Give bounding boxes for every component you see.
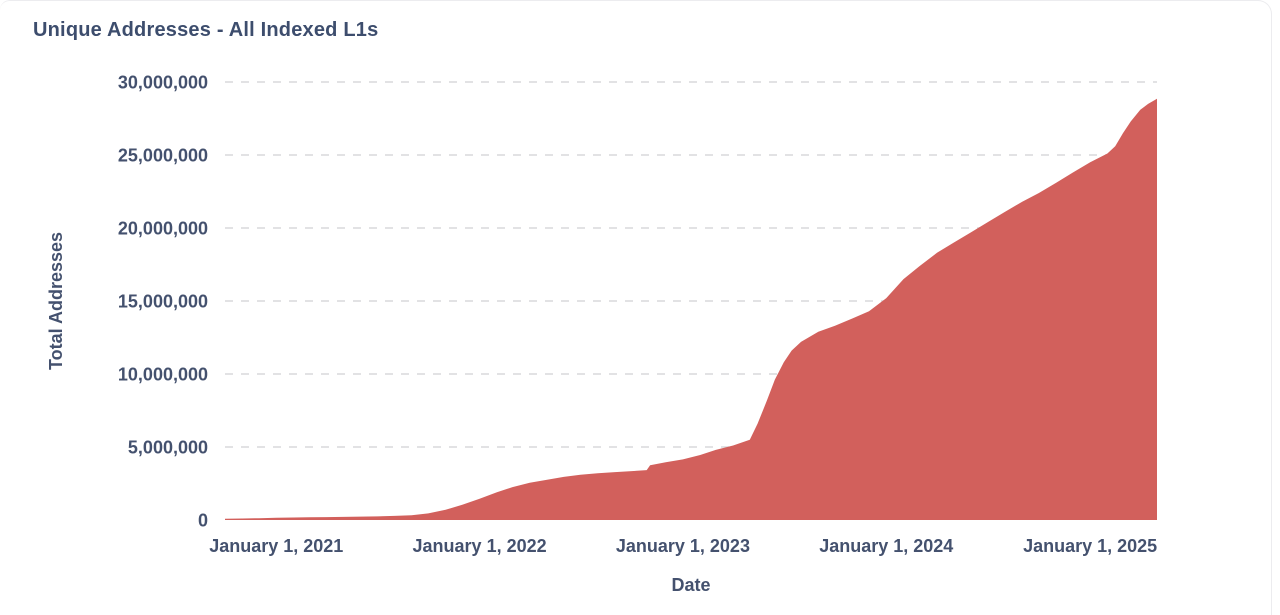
x-tick-label: January 1, 2025 [1023,536,1157,556]
y-tick-label: 10,000,000 [118,365,208,385]
x-axis-title: Date [671,575,710,595]
x-tick-label: January 1, 2024 [819,536,953,556]
y-tick-label: 15,000,000 [118,292,208,312]
y-tick-label: 25,000,000 [118,146,208,166]
x-tick-label: January 1, 2022 [413,536,547,556]
chart-title: Unique Addresses - All Indexed L1s [33,19,379,41]
y-tick-label: 5,000,000 [128,438,208,458]
y-tick-label: 20,000,000 [118,219,208,239]
y-axis-tick-labels: 0 5,000,000 10,000,000 15,000,000 20,000,000… [118,73,208,531]
area-series-layer [225,98,1157,521]
x-tick-label: January 1, 2021 [209,536,343,556]
gridlines [225,81,1157,448]
x-tick-label: January 1, 2023 [616,536,750,556]
x-axis-tick-labels: January 1, 2021 January 1, 2022 January 1,… [209,536,1157,556]
y-tick-label: 0 [198,511,208,531]
y-tick-label: 30,000,000 [118,73,208,93]
area-series [225,98,1157,521]
y-axis-title: Total Addresses [46,232,66,370]
